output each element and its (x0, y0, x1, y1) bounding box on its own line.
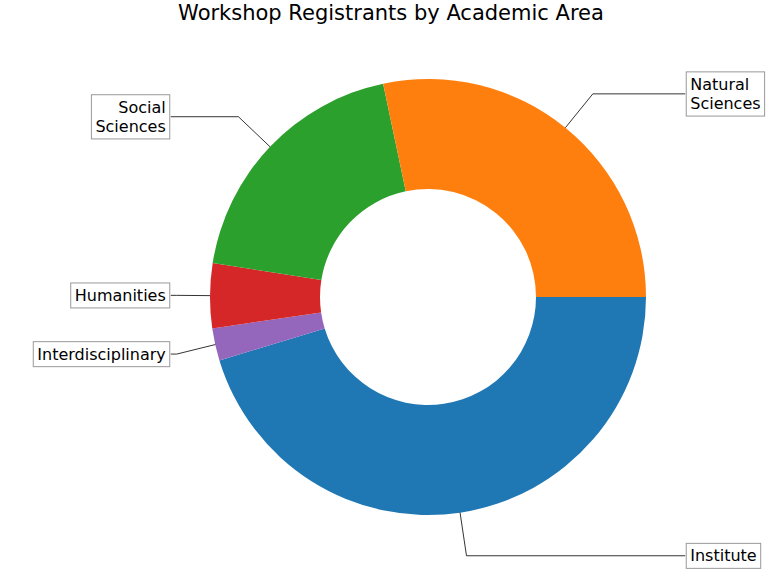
svg-text:SocialSciences: SocialSciences (95, 98, 165, 136)
svg-text:NaturalSciences: NaturalSciences (690, 75, 760, 113)
svg-text:Institute: Institute (690, 546, 756, 565)
svg-text:Interdisciplinary: Interdisciplinary (37, 345, 166, 364)
html-text:Workshop Registrants by Academ: Workshop Registrants by Academic Area (178, 1, 604, 25)
svg-text:Humanities: Humanities (75, 286, 166, 305)
